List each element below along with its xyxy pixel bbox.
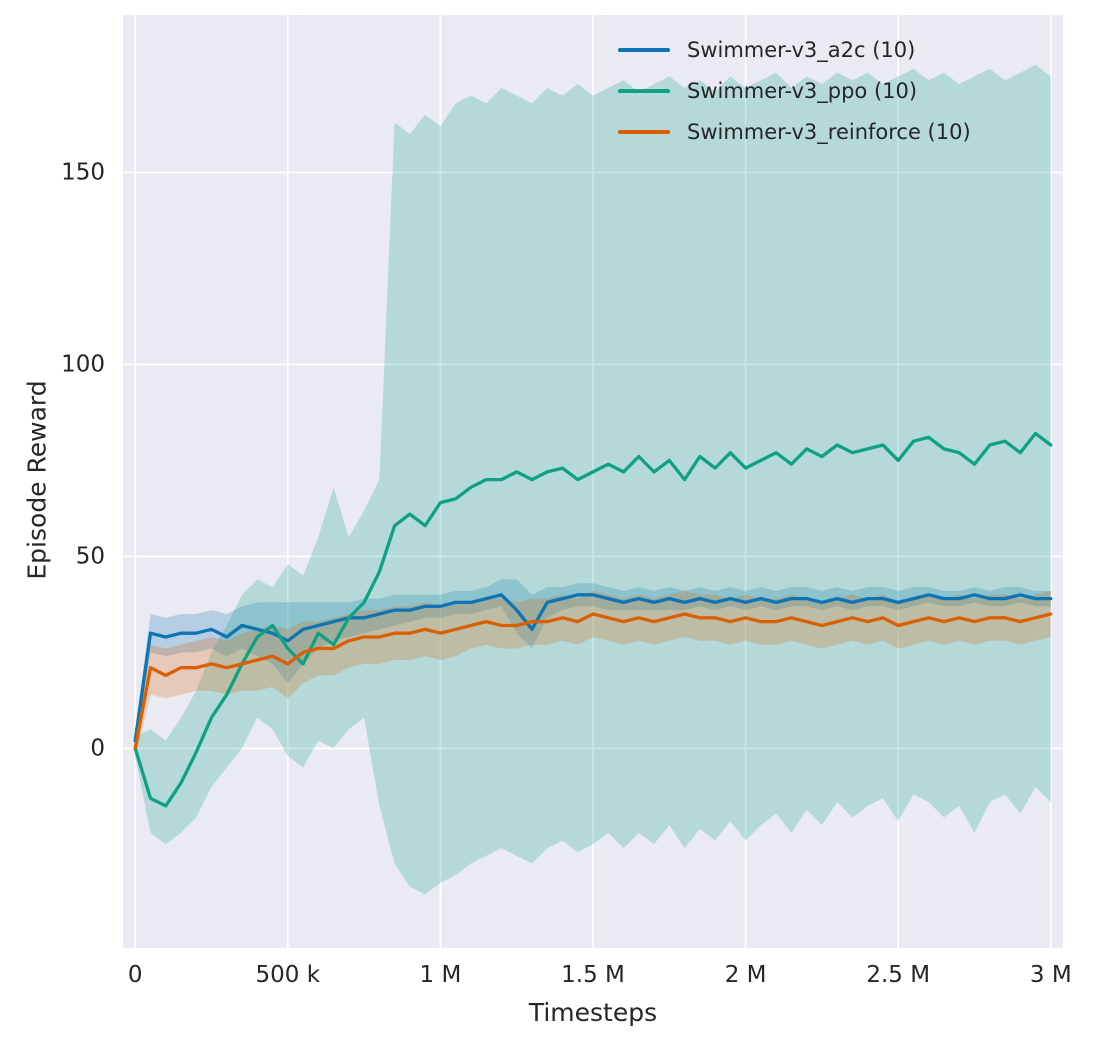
legend-label: Swimmer-v3_a2c (10) (687, 38, 916, 62)
band-Swimmer-v3_reinforce (10) (135, 590, 1051, 760)
band-Swimmer-v3_a2c (10) (135, 579, 1051, 749)
x-tick-label: 2 M (725, 962, 767, 988)
legend-entry: Swimmer-v3_a2c (10) (618, 36, 971, 64)
line-Swimmer-v3_a2c (10) (133, 593, 1053, 743)
x-tick-label: 3 M (1030, 962, 1072, 988)
x-tick-label: 500 k (256, 962, 321, 988)
legend-line-swatch (618, 129, 670, 135)
legend-label: Swimmer-v3_ppo (10) (687, 79, 918, 103)
y-tick-label: 50 (76, 543, 105, 569)
legend-line-swatch (618, 88, 670, 94)
x-tick-label: 1 M (420, 962, 462, 988)
x-tick-label: 2.5 M (866, 962, 930, 988)
line-Swimmer-v3_ppo (10) (133, 431, 1053, 808)
line-Swimmer-v3_reinforce (10) (133, 612, 1053, 750)
legend-entry: Swimmer-v3_ppo (10) (618, 77, 971, 105)
legend-line-swatch (618, 47, 670, 53)
y-tick-label: 150 (61, 159, 105, 185)
x-axis-label: Timesteps (528, 998, 658, 1027)
y-axis-label: Episode Reward (22, 380, 52, 580)
legend: Swimmer-v3_a2c (10) Swimmer-v3_ppo (10) Sw… (618, 36, 971, 146)
x-tick-label: 0 (128, 962, 143, 988)
legend-label: Swimmer-v3_reinforce (10) (687, 120, 971, 144)
x-tick-label: 1.5 M (561, 962, 625, 988)
y-tick-label: 100 (61, 351, 105, 377)
y-tick-label: 0 (90, 735, 105, 761)
legend-entry: Swimmer-v3_reinforce (10) (618, 118, 971, 146)
band-Swimmer-v3_ppo (10) (135, 64, 1051, 895)
